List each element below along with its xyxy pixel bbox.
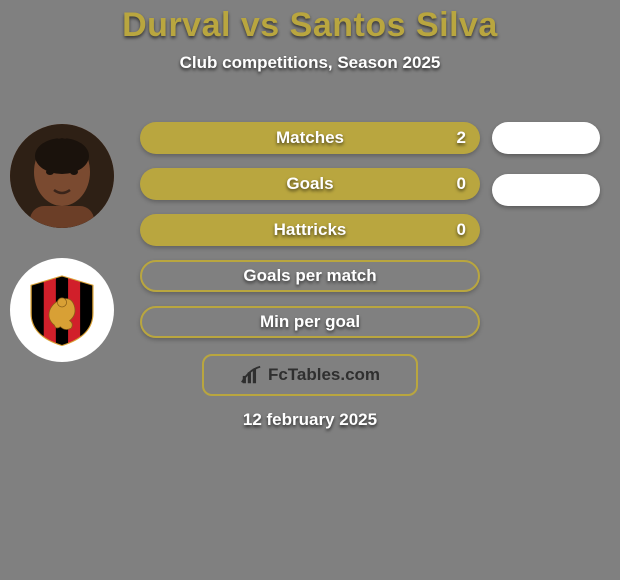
avatar-column [10, 124, 120, 362]
bar-chart-icon [240, 364, 262, 386]
subtitle: Club competitions, Season 2025 [180, 53, 441, 73]
bar-label: Goals [286, 174, 333, 194]
bar-value: 2 [457, 128, 466, 148]
bar-label: Goals per match [243, 266, 376, 286]
content-root: Durval vs Santos Silva Club competitions… [0, 0, 620, 580]
bar-label: Matches [276, 128, 344, 148]
opponent-pill [492, 122, 600, 154]
bar-goals-per-match: Goals per match [140, 260, 480, 292]
bar-value: 0 [457, 220, 466, 240]
bar-value: 0 [457, 174, 466, 194]
bar-min-per-goal: Min per goal [140, 306, 480, 338]
stat-bars: Matches 2 Goals 0 Hattricks 0 Goals per … [140, 122, 480, 338]
club-crest-icon [24, 272, 100, 348]
bar-goals: Goals 0 [140, 168, 480, 200]
source-logo-text: FcTables.com [268, 365, 380, 385]
date-text: 12 february 2025 [0, 410, 620, 430]
bar-matches: Matches 2 [140, 122, 480, 154]
club-avatar [10, 258, 114, 362]
player-head-icon [10, 124, 114, 228]
bar-hattricks: Hattricks 0 [140, 214, 480, 246]
opponent-pill [492, 174, 600, 206]
opponent-pills [492, 122, 600, 206]
player-avatar [10, 124, 114, 228]
bar-label: Min per goal [260, 312, 360, 332]
bar-label: Hattricks [274, 220, 347, 240]
source-logo-box: FcTables.com [202, 354, 418, 396]
page-title: Durval vs Santos Silva [122, 6, 498, 45]
